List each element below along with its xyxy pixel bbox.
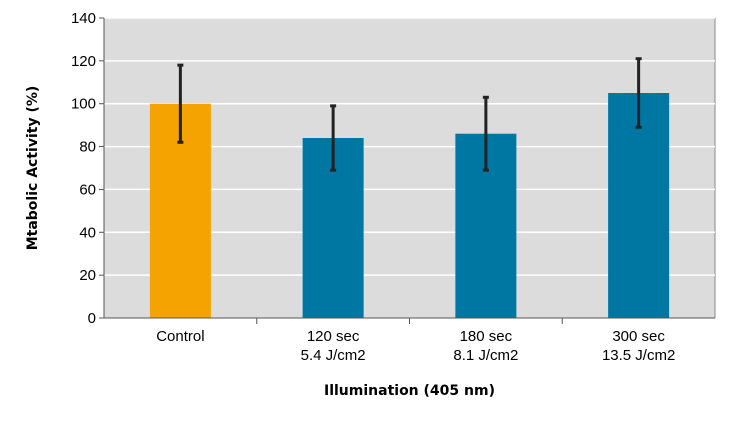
y-tick-label: 20: [79, 267, 96, 284]
x-axis-title: Illumination (405 nm): [324, 383, 495, 399]
bar: [608, 93, 670, 318]
bars: [149, 93, 670, 318]
x-category-label: 120 sec: [307, 328, 360, 345]
x-category-label: 180 sec: [460, 328, 513, 345]
y-tick-label: 140: [71, 10, 96, 27]
y-axis-ticks: 0 20 40 60 80 100 120 140: [71, 10, 104, 327]
y-tick-label: 80: [79, 139, 96, 156]
x-axis-categories: Control 120 sec 5.4 J/cm2 180 sec 8.1 J/cm2 3…: [156, 318, 675, 364]
y-tick-label: 0: [88, 310, 96, 327]
y-tick-label: 120: [71, 53, 96, 70]
x-category-label: 300 sec: [612, 328, 665, 345]
y-tick-label: 60: [79, 181, 96, 198]
x-category-label: Control: [156, 328, 204, 345]
x-category-sublabel: 13.5 J/cm2: [602, 347, 675, 364]
y-tick-label: 40: [79, 224, 96, 241]
y-axis-title: Mtabolic Activity (%): [25, 86, 41, 251]
x-category-sublabel: 5.4 J/cm2: [301, 347, 366, 364]
y-tick-label: 100: [71, 96, 96, 113]
error-bars: [177, 57, 642, 172]
x-category-sublabel: 8.1 J/cm2: [453, 347, 518, 364]
